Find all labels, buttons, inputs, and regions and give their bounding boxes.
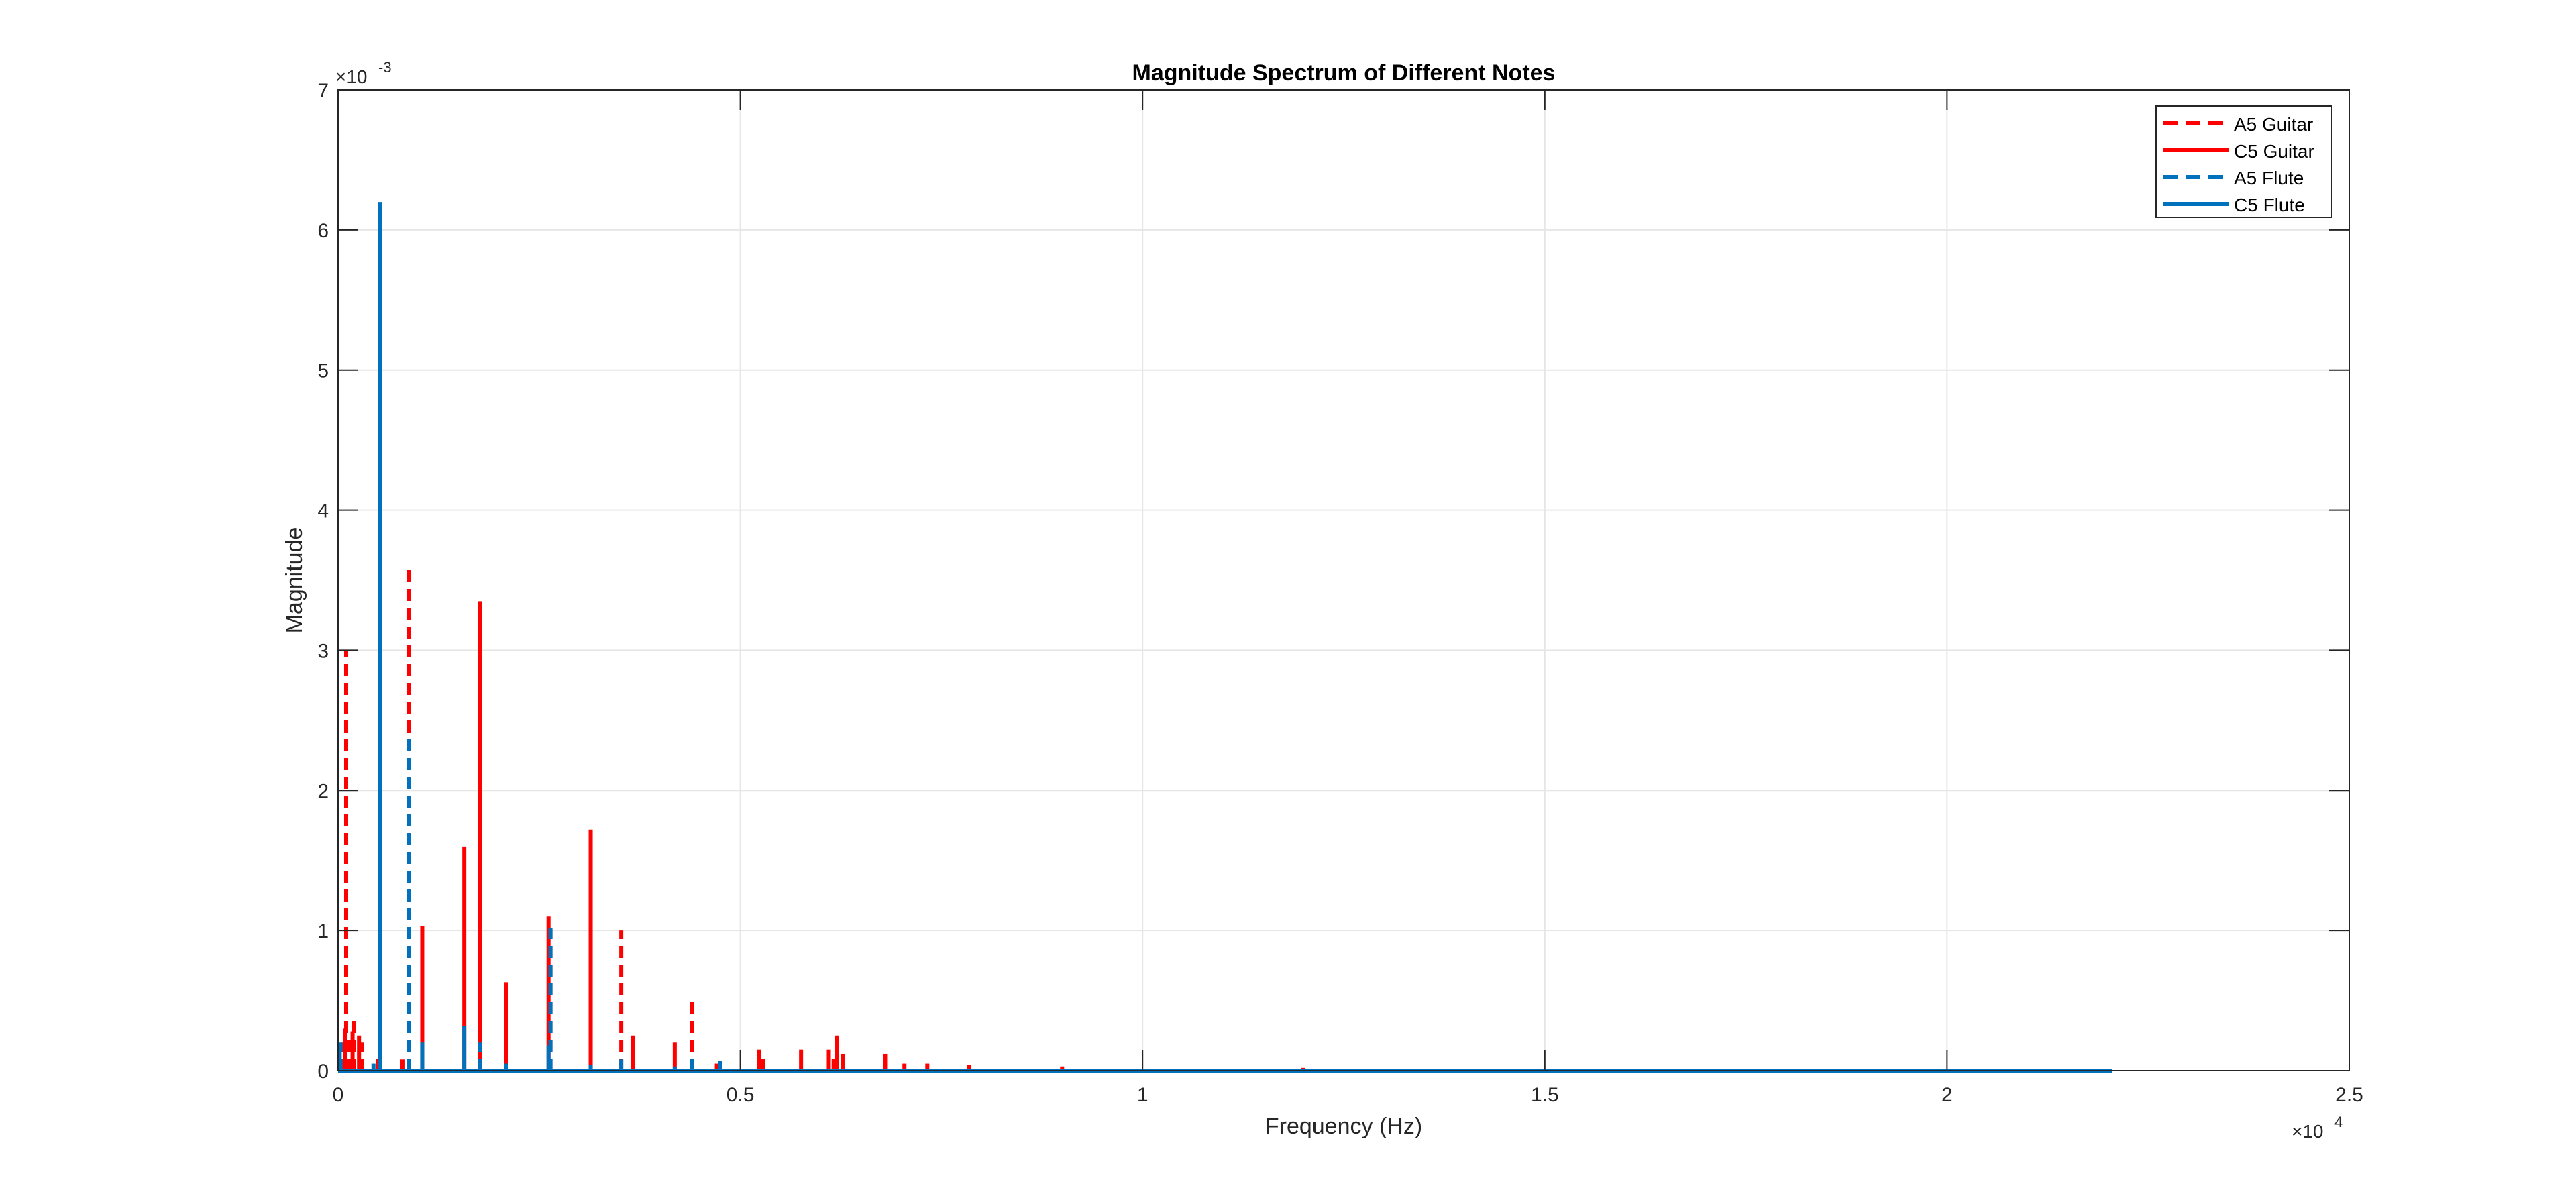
x-tick-label: 2 — [1941, 1084, 1953, 1106]
y-tick-label: 6 — [317, 220, 329, 242]
x-tick-label: 0.5 — [727, 1084, 755, 1106]
legend-label-a5-guitar: A5 Guitar — [2234, 114, 2313, 135]
legend-entry-c5-guitar: C5 Guitar — [2163, 141, 2314, 162]
x-exponent-base: ×10 — [2292, 1121, 2324, 1142]
legend-label-c5-flute: C5 Flute — [2234, 195, 2305, 215]
legend-entry-a5-guitar: A5 Guitar — [2163, 114, 2313, 135]
x-tick-label: 1 — [1137, 1084, 1148, 1106]
ticks: 0 0.5 1 1.5 2 2.5 0 1 2 3 4 5 6 7 — [317, 80, 2363, 1106]
legend-label-a5-flute: A5 Flute — [2234, 168, 2304, 188]
legend-label-c5-guitar: C5 Guitar — [2234, 141, 2314, 162]
x-exponent-power: 4 — [2334, 1114, 2343, 1130]
y-tick-label: 4 — [317, 500, 329, 523]
y-tick-label: 0 — [317, 1061, 329, 1083]
y-exponent-base: ×10 — [335, 66, 368, 87]
x-tick-label: 1.5 — [1531, 1084, 1559, 1106]
x-tick-label: 0 — [333, 1084, 344, 1106]
y-tick-label: 2 — [317, 780, 329, 802]
x-exponent: ×10 4 — [2292, 1114, 2343, 1142]
x-tick-label: 2.5 — [2335, 1084, 2363, 1106]
y-tick-label: 7 — [317, 80, 329, 102]
y-exponent: ×10 -3 — [335, 59, 392, 87]
y-tick-label: 5 — [317, 360, 329, 382]
plot-background — [338, 90, 2349, 1071]
chart-title: Magnitude Spectrum of Different Notes — [1132, 60, 1556, 86]
y-exponent-power: -3 — [378, 59, 392, 76]
y-tick-label: 1 — [317, 920, 329, 942]
legend-box — [2155, 105, 2332, 218]
legend: A5 Guitar C5 Guitar A5 Flute C5 Flute — [2155, 105, 2332, 218]
plot-frame — [337, 89, 2350, 1071]
y-axis-label: Magnitude — [282, 527, 307, 634]
y-tick-label: 3 — [317, 640, 329, 662]
x-axis-label: Frequency (Hz) — [1265, 1114, 1422, 1139]
legend-entry-c5-flute: C5 Flute — [2163, 195, 2305, 215]
legend-entry-a5-flute: A5 Flute — [2163, 168, 2304, 188]
